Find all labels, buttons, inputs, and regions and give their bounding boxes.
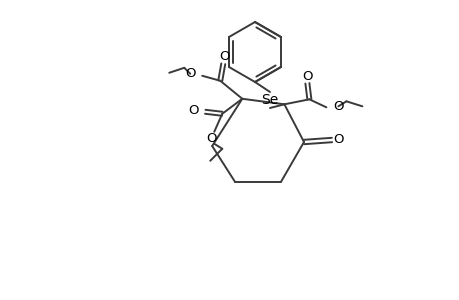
- Text: O: O: [218, 50, 229, 63]
- Text: O: O: [187, 104, 198, 117]
- Text: O: O: [333, 133, 343, 146]
- Text: O: O: [185, 67, 195, 80]
- Text: O: O: [206, 132, 216, 145]
- Text: O: O: [302, 70, 312, 83]
- Text: Se: Se: [261, 93, 278, 107]
- Text: O: O: [333, 100, 343, 113]
